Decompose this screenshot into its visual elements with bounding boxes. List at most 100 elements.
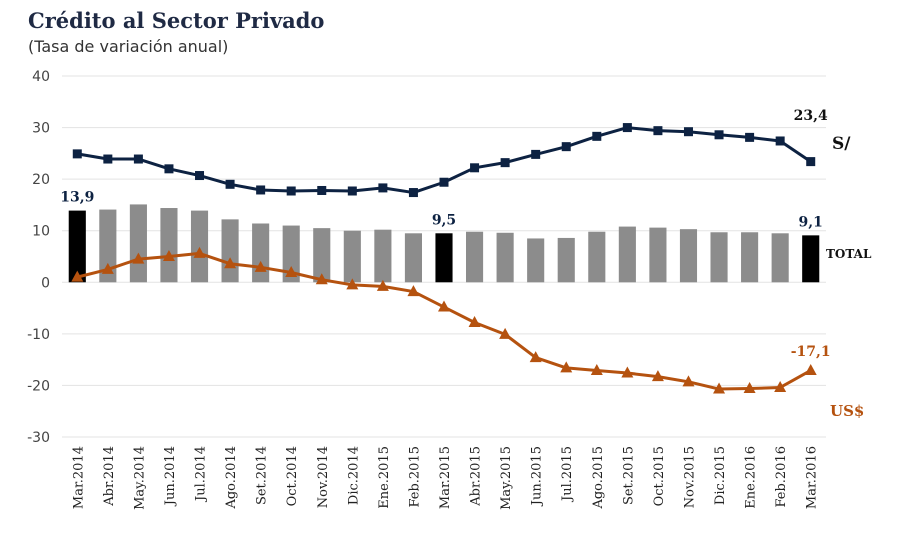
total-bar: [374, 229, 392, 283]
y-tick-label: 0: [41, 275, 50, 291]
soles-marker: [286, 186, 296, 196]
usd-marker: [529, 351, 542, 363]
soles-marker: [317, 185, 327, 195]
x-tick-label: Ene.2016: [744, 446, 759, 509]
total-bar: [313, 228, 331, 283]
soles-marker: [439, 177, 449, 187]
x-tick-label: Ene.2015: [377, 446, 392, 509]
usd-value-label: -17,1: [791, 344, 831, 360]
x-tick-label: Feb.2016: [774, 446, 789, 508]
usd-marker: [651, 370, 664, 382]
soles-marker: [470, 163, 480, 173]
x-tick-label: Jul.2015: [560, 446, 575, 503]
usd-marker: [162, 250, 175, 261]
soles-marker: [592, 131, 602, 141]
x-tick-label: Feb.2015: [407, 446, 422, 508]
usd-marker: [193, 246, 206, 258]
usd-marker: [101, 262, 114, 274]
soles-marker: [653, 126, 663, 136]
series-label-total: TOTAL: [826, 247, 872, 261]
total-bar: [221, 219, 239, 283]
soles-marker: [72, 149, 82, 159]
x-tick-label: Mar.2015: [438, 446, 453, 509]
x-tick-label: May.2014: [132, 446, 147, 510]
y-axis-ticks: 40 30 20 10 0 -10 -20 -30: [27, 69, 50, 446]
total-bar: [129, 204, 147, 283]
total-bar: [710, 232, 728, 283]
usd-marker: [713, 382, 726, 394]
usd-marker: [285, 265, 298, 277]
soles-marker: [347, 186, 357, 196]
total-bar: [282, 225, 300, 283]
soles-marker: [164, 164, 174, 174]
soles-marker: [378, 183, 388, 193]
x-tick-label: Mar.2016: [805, 446, 820, 509]
usd-marker: [499, 327, 512, 339]
usd-marker: [438, 300, 450, 312]
chart-subtitle: (Tasa de variación anual): [28, 37, 229, 56]
chart-title: Crédito al Sector Privado: [28, 8, 325, 33]
usd-marker: [224, 257, 237, 269]
total-bar: [679, 229, 698, 283]
x-tick-label: Abr.2015: [469, 446, 484, 507]
total-bar: [190, 210, 209, 283]
x-tick-label: Set.2014: [255, 446, 270, 505]
x-tick-label: Dic.2014: [346, 446, 361, 505]
soles-marker: [745, 132, 755, 142]
series-label-usd: US$: [830, 402, 864, 420]
soles-marker: [561, 142, 571, 152]
soles-marker: [500, 158, 510, 168]
y-tick-label: 20: [32, 172, 50, 188]
soles-marker: [714, 130, 724, 140]
y-tick-label: 10: [32, 224, 50, 240]
usd-marker: [560, 361, 573, 373]
total-bar: [588, 231, 606, 283]
usd-marker: [590, 363, 603, 375]
x-tick-label: Jun.2014: [163, 446, 178, 507]
usd-marker: [376, 279, 389, 291]
soles-marker: [256, 185, 266, 195]
total-bar: [496, 232, 514, 283]
total-bar: [160, 208, 178, 283]
total-bar: [557, 237, 575, 283]
soles-marker: [683, 127, 693, 137]
usd-marker: [346, 278, 359, 290]
bar-value-label: 13,9: [60, 190, 94, 206]
usd-marker: [774, 380, 787, 392]
line-series: [71, 123, 817, 394]
x-tick-label: Ago.2015: [591, 446, 606, 510]
x-tick-label: Dic.2015: [713, 446, 728, 505]
total-bar: [68, 210, 86, 283]
soles-value-label: 23,4: [794, 108, 828, 124]
y-tick-label: 30: [32, 121, 50, 137]
total-bar: [649, 227, 667, 283]
soles-marker: [408, 188, 418, 198]
soles-marker: [195, 171, 205, 181]
x-axis-ticks: Mar.2014 Abr.2014 May.2014 Jun.2014 Jul.2014…: [71, 446, 819, 510]
x-tick-label: Nov.2015: [682, 446, 697, 508]
usd-marker: [468, 316, 481, 328]
usd-marker: [407, 285, 420, 297]
usd-marker: [804, 363, 817, 375]
x-tick-label: Nov.2014: [316, 446, 331, 508]
soles-marker: [622, 123, 632, 133]
usd-marker: [743, 382, 756, 394]
usd-marker: [682, 375, 695, 387]
soles-marker: [103, 154, 113, 164]
data-labels: 13,9 9,5 9,1 23,4 -17,1 S/TOTAL US$: [60, 108, 872, 420]
total-bar: [802, 235, 820, 283]
y-tick-label: 40: [32, 69, 50, 85]
total-bar: [99, 209, 117, 283]
y-tick-label: -10: [27, 327, 50, 343]
total-bar: [343, 230, 361, 283]
total-bar: [404, 233, 422, 283]
soles-marker: [225, 179, 235, 189]
x-tick-label: Jul.2014: [194, 446, 209, 503]
x-tick-label: Set.2015: [621, 446, 636, 505]
usd-marker: [132, 252, 145, 264]
x-tick-label: Abr.2014: [102, 446, 117, 507]
usd-marker: [71, 270, 84, 282]
x-tick-label: May.2015: [499, 446, 514, 510]
total-bar: [771, 233, 789, 283]
soles-marker: [133, 154, 143, 164]
